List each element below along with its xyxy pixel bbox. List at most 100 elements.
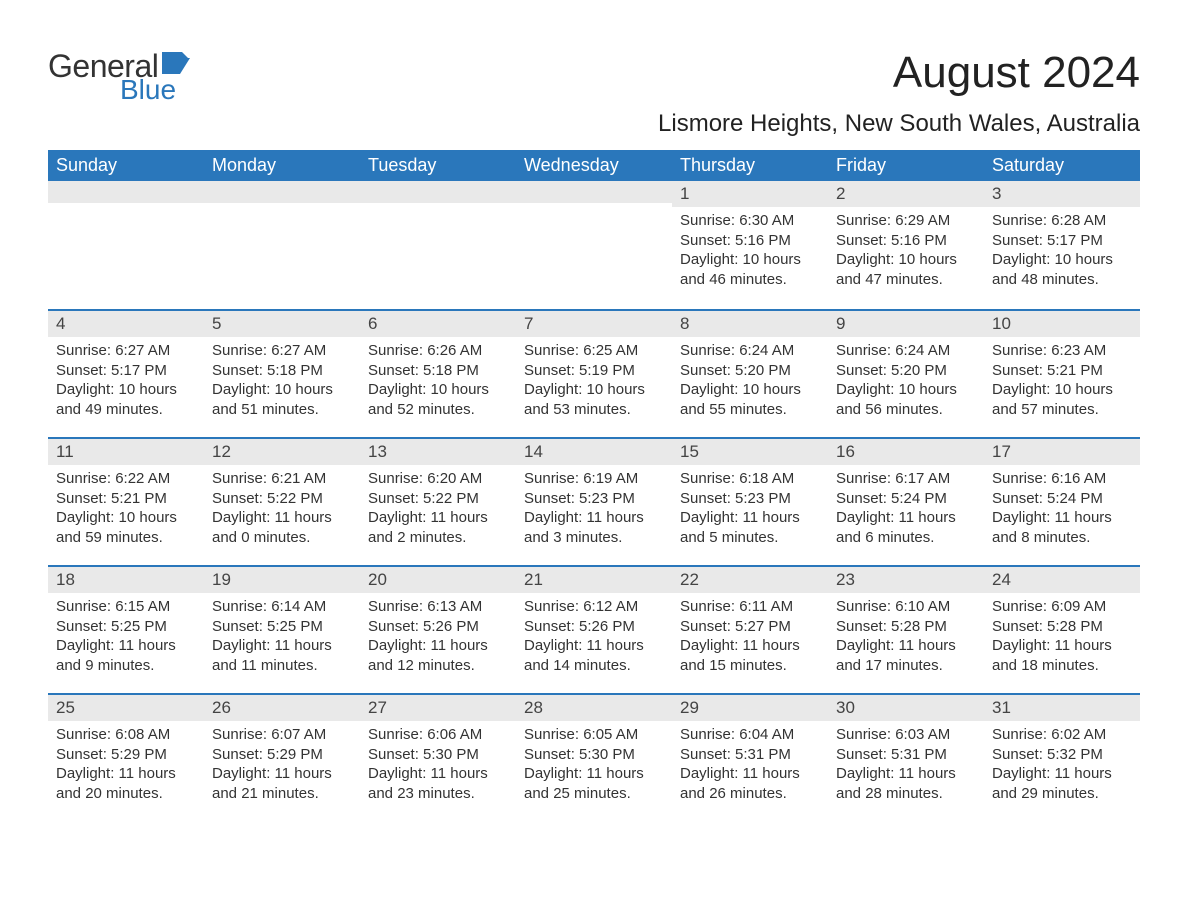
day-details: Sunrise: 6:05 AMSunset: 5:30 PMDaylight:… (522, 725, 666, 803)
day-number: 18 (48, 567, 204, 593)
calendar-week-row: 4Sunrise: 6:27 AMSunset: 5:17 PMDaylight… (48, 309, 1140, 437)
calendar-day-cell: 28 Sunrise: 6:05 AMSunset: 5:30 PMDayligh… (516, 695, 672, 811)
day-number: 28 (516, 695, 672, 721)
day-details: Sunrise: 6:26 AMSunset: 5:18 PMDaylight:… (366, 341, 510, 419)
sunset-label: Sunset: 5:22 PM (368, 489, 510, 509)
daylight-label: Daylight: 10 hours and 56 minutes. (836, 380, 978, 419)
daylight-label: Daylight: 11 hours and 6 minutes. (836, 508, 978, 547)
sunrise-label: Sunrise: 6:24 AM (836, 341, 978, 361)
day-number (360, 181, 516, 203)
day-number: 23 (828, 567, 984, 593)
day-details: Sunrise: 6:10 AMSunset: 5:28 PMDaylight:… (834, 597, 978, 675)
sunrise-label: Sunrise: 6:14 AM (212, 597, 354, 617)
sunset-label: Sunset: 5:27 PM (680, 617, 822, 637)
day-details: Sunrise: 6:24 AMSunset: 5:20 PMDaylight:… (678, 341, 822, 419)
calendar-day-cell: 23 Sunrise: 6:10 AMSunset: 5:28 PMDayligh… (828, 567, 984, 693)
sunrise-label: Sunrise: 6:25 AM (524, 341, 666, 361)
day-number: 27 (360, 695, 516, 721)
daylight-label: Daylight: 11 hours and 9 minutes. (56, 636, 198, 675)
daylight-label: Daylight: 10 hours and 46 minutes. (680, 250, 822, 289)
calendar-day-cell: 1 Sunrise: 6:30 AMSunset: 5:16 PMDaylight… (672, 181, 828, 309)
calendar-day-cell: 4Sunrise: 6:27 AMSunset: 5:17 PMDaylight… (48, 311, 204, 437)
sunset-label: Sunset: 5:20 PM (680, 361, 822, 381)
sunrise-label: Sunrise: 6:11 AM (680, 597, 822, 617)
weekday-header: Monday (204, 150, 360, 181)
day-details: Sunrise: 6:25 AMSunset: 5:19 PMDaylight:… (522, 341, 666, 419)
location-label: Lismore Heights, New South Wales, Austra… (658, 110, 1140, 138)
day-details: Sunrise: 6:16 AMSunset: 5:24 PMDaylight:… (990, 469, 1134, 547)
sunset-label: Sunset: 5:32 PM (992, 745, 1134, 765)
daylight-label: Daylight: 11 hours and 21 minutes. (212, 764, 354, 803)
sunrise-label: Sunrise: 6:16 AM (992, 469, 1134, 489)
day-details: Sunrise: 6:19 AMSunset: 5:23 PMDaylight:… (522, 469, 666, 547)
calendar-day-cell (204, 181, 360, 309)
calendar-day-cell: 10 Sunrise: 6:23 AMSunset: 5:21 PMDayligh… (984, 311, 1140, 437)
sunrise-label: Sunrise: 6:04 AM (680, 725, 822, 745)
weeks-container: 1 Sunrise: 6:30 AMSunset: 5:16 PMDaylight… (48, 181, 1140, 811)
weekday-header: Sunday (48, 150, 204, 181)
day-details: Sunrise: 6:17 AMSunset: 5:24 PMDaylight:… (834, 469, 978, 547)
sunset-label: Sunset: 5:26 PM (524, 617, 666, 637)
day-details: Sunrise: 6:27 AMSunset: 5:17 PMDaylight:… (54, 341, 198, 419)
sunrise-label: Sunrise: 6:07 AM (212, 725, 354, 745)
day-number: 19 (204, 567, 360, 593)
sunrise-label: Sunrise: 6:15 AM (56, 597, 198, 617)
day-details: Sunrise: 6:24 AMSunset: 5:20 PMDaylight:… (834, 341, 978, 419)
day-details: Sunrise: 6:15 AMSunset: 5:25 PMDaylight:… (54, 597, 198, 675)
day-number: 11 (48, 439, 204, 465)
day-details: Sunrise: 6:12 AMSunset: 5:26 PMDaylight:… (522, 597, 666, 675)
daylight-label: Daylight: 10 hours and 53 minutes. (524, 380, 666, 419)
calendar-day-cell: 12Sunrise: 6:21 AMSunset: 5:22 PMDayligh… (204, 439, 360, 565)
day-number (204, 181, 360, 203)
sunset-label: Sunset: 5:23 PM (680, 489, 822, 509)
sunset-label: Sunset: 5:16 PM (836, 231, 978, 251)
day-details: Sunrise: 6:23 AMSunset: 5:21 PMDaylight:… (990, 341, 1134, 419)
day-number: 13 (360, 439, 516, 465)
calendar-day-cell: 13 Sunrise: 6:20 AMSunset: 5:22 PMDayligh… (360, 439, 516, 565)
sunset-label: Sunset: 5:18 PM (368, 361, 510, 381)
daylight-label: Daylight: 10 hours and 59 minutes. (56, 508, 198, 547)
sunset-label: Sunset: 5:28 PM (992, 617, 1134, 637)
daylight-label: Daylight: 11 hours and 20 minutes. (56, 764, 198, 803)
day-details: Sunrise: 6:27 AMSunset: 5:18 PMDaylight:… (210, 341, 354, 419)
day-number: 10 (984, 311, 1140, 337)
sunset-label: Sunset: 5:20 PM (836, 361, 978, 381)
brand-word-2: Blue (120, 76, 200, 104)
day-details: Sunrise: 6:02 AMSunset: 5:32 PMDaylight:… (990, 725, 1134, 803)
sunrise-label: Sunrise: 6:20 AM (368, 469, 510, 489)
sunrise-label: Sunrise: 6:02 AM (992, 725, 1134, 745)
day-details: Sunrise: 6:22 AMSunset: 5:21 PMDaylight:… (54, 469, 198, 547)
title-block: August 2024 Lismore Heights, New South W… (658, 50, 1140, 138)
day-details: Sunrise: 6:13 AMSunset: 5:26 PMDaylight:… (366, 597, 510, 675)
calendar-day-cell: 26Sunrise: 6:07 AMSunset: 5:29 PMDayligh… (204, 695, 360, 811)
sunset-label: Sunset: 5:16 PM (680, 231, 822, 251)
sunrise-label: Sunrise: 6:24 AM (680, 341, 822, 361)
sunrise-label: Sunrise: 6:29 AM (836, 211, 978, 231)
day-details: Sunrise: 6:11 AMSunset: 5:27 PMDaylight:… (678, 597, 822, 675)
daylight-label: Daylight: 11 hours and 25 minutes. (524, 764, 666, 803)
day-number: 8 (672, 311, 828, 337)
calendar-day-cell: 20Sunrise: 6:13 AMSunset: 5:26 PMDayligh… (360, 567, 516, 693)
sunset-label: Sunset: 5:23 PM (524, 489, 666, 509)
day-number: 7 (516, 311, 672, 337)
calendar-day-cell: 16Sunrise: 6:17 AMSunset: 5:24 PMDayligh… (828, 439, 984, 565)
calendar-week-row: 18 Sunrise: 6:15 AMSunset: 5:25 PMDayligh… (48, 565, 1140, 693)
sunrise-label: Sunrise: 6:08 AM (56, 725, 198, 745)
sunrise-label: Sunrise: 6:19 AM (524, 469, 666, 489)
day-details: Sunrise: 6:20 AMSunset: 5:22 PMDaylight:… (366, 469, 510, 547)
calendar-day-cell: 5Sunrise: 6:27 AMSunset: 5:18 PMDaylight… (204, 311, 360, 437)
day-number: 1 (672, 181, 828, 207)
sunset-label: Sunset: 5:21 PM (992, 361, 1134, 381)
day-details: Sunrise: 6:21 AMSunset: 5:22 PMDaylight:… (210, 469, 354, 547)
calendar-day-cell: 11 Sunrise: 6:22 AMSunset: 5:21 PMDayligh… (48, 439, 204, 565)
day-number: 9 (828, 311, 984, 337)
sunrise-label: Sunrise: 6:27 AM (56, 341, 198, 361)
daylight-label: Daylight: 11 hours and 15 minutes. (680, 636, 822, 675)
day-number: 22 (672, 567, 828, 593)
calendar-day-cell: 8 Sunrise: 6:24 AMSunset: 5:20 PMDaylight… (672, 311, 828, 437)
daylight-label: Daylight: 11 hours and 0 minutes. (212, 508, 354, 547)
sunset-label: Sunset: 5:24 PM (992, 489, 1134, 509)
day-details: Sunrise: 6:30 AMSunset: 5:16 PMDaylight:… (678, 211, 822, 289)
calendar-week-row: 1 Sunrise: 6:30 AMSunset: 5:16 PMDaylight… (48, 181, 1140, 309)
sunset-label: Sunset: 5:17 PM (992, 231, 1134, 251)
